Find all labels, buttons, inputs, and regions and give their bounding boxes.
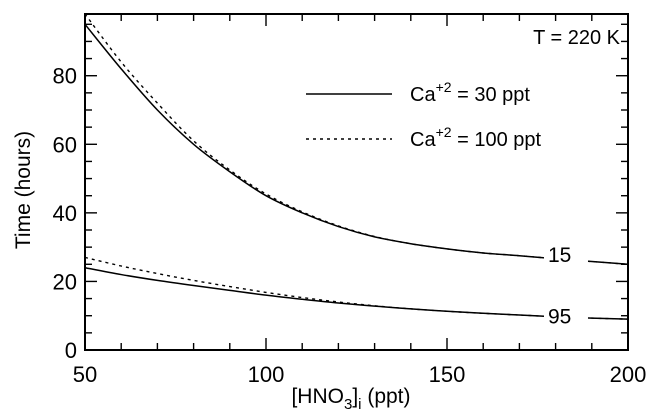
- x-axis-label: [HNO3]i (ppt): [291, 385, 410, 413]
- x-axis-label-unit: (ppt): [362, 385, 411, 408]
- x-tick-label: 200: [610, 362, 647, 387]
- series-line-15-solid: [84, 23, 629, 266]
- plot-frame: [84, 13, 629, 351]
- legend-entry-dotted-base: Ca: [410, 129, 436, 151]
- curve-label-backing: [543, 303, 588, 328]
- y-tick-label: 80: [53, 64, 77, 89]
- y-axis-label: Time (hours): [12, 131, 35, 249]
- x-axis-label-sub1: 3: [344, 396, 352, 413]
- curve-label-backing: [543, 242, 588, 266]
- temperature-annotation: T = 220 K: [533, 27, 621, 49]
- curve-label: 15: [548, 244, 571, 267]
- x-tick-label: 100: [248, 362, 285, 387]
- x-axis-label-close: ]: [352, 385, 358, 408]
- legend: Ca+2 = 30 ppt Ca+2 = 100 ppt: [306, 79, 542, 151]
- legend-entry-solid: Ca+2 = 30 ppt: [410, 79, 530, 106]
- y-tick-label: 20: [53, 269, 77, 294]
- ticks-layer: [84, 14, 629, 351]
- y-tick-label: 60: [53, 132, 77, 157]
- series-line-15-dotted: [84, 13, 629, 265]
- legend-entry-dotted-rest: = 100 ppt: [452, 129, 542, 151]
- y-tick-label: 40: [53, 201, 77, 226]
- legend-entry-solid-sup: +2: [436, 79, 452, 95]
- series-layer: [84, 13, 629, 320]
- x-tick-label: 50: [73, 362, 97, 387]
- series-line-95-dotted: [84, 256, 629, 320]
- y-tick-label: 0: [65, 338, 77, 363]
- legend-entry-dotted-sup: +2: [436, 124, 452, 140]
- legend-entry-solid-base: Ca: [410, 84, 436, 106]
- x-tick-label: 150: [429, 362, 466, 387]
- legend-entry-dotted: Ca+2 = 100 ppt: [410, 124, 542, 151]
- curve-label: 95: [548, 306, 571, 329]
- legend-entry-solid-rest: = 30 ppt: [452, 84, 531, 106]
- x-axis-label-main: [HNO: [291, 385, 344, 408]
- labels-layer: 50 100 150 200 0 20 40 60 80 15 95: [53, 64, 647, 387]
- x-axis-label-sub2: i: [358, 396, 361, 413]
